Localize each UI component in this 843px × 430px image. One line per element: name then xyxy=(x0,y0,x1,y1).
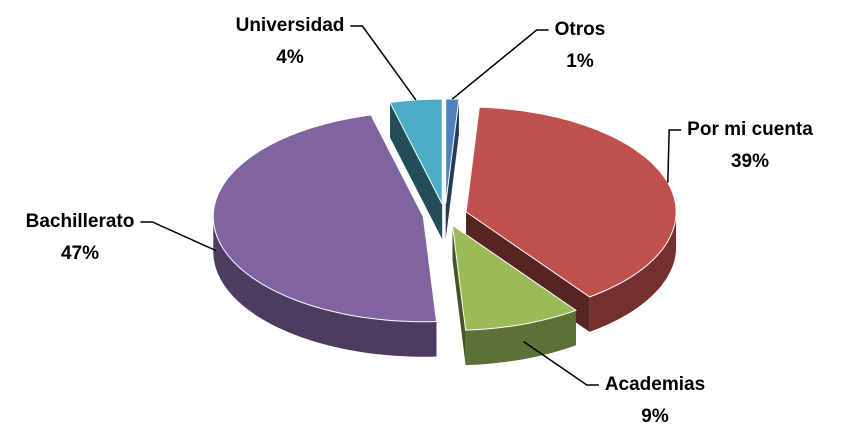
slice-side xyxy=(465,310,576,366)
slice xyxy=(451,224,577,366)
category-label: Bachillerato xyxy=(26,211,135,232)
slice xyxy=(451,224,577,331)
slice-wall xyxy=(445,99,459,239)
value-label: 39% xyxy=(731,151,769,172)
leader-line xyxy=(451,29,549,100)
slice xyxy=(445,98,460,239)
slice-side xyxy=(213,216,437,357)
leader-line xyxy=(140,221,217,252)
category-label: Universidad xyxy=(236,15,345,36)
category-label: Otros xyxy=(555,19,606,40)
leader-line xyxy=(350,25,417,101)
value-label: 4% xyxy=(276,47,304,68)
value-label: 1% xyxy=(566,51,594,72)
value-label: 9% xyxy=(641,406,669,427)
value-label: 47% xyxy=(61,243,99,264)
slice-wall xyxy=(390,102,443,240)
leader-line xyxy=(523,340,599,386)
leader-line xyxy=(667,129,682,183)
slice xyxy=(212,114,438,357)
slice xyxy=(445,98,460,205)
slice xyxy=(212,114,438,323)
slice-side xyxy=(589,211,677,332)
category-label: Por mi cuenta xyxy=(687,119,813,140)
slice-wall xyxy=(452,225,466,366)
category-label: Academias xyxy=(605,374,705,395)
